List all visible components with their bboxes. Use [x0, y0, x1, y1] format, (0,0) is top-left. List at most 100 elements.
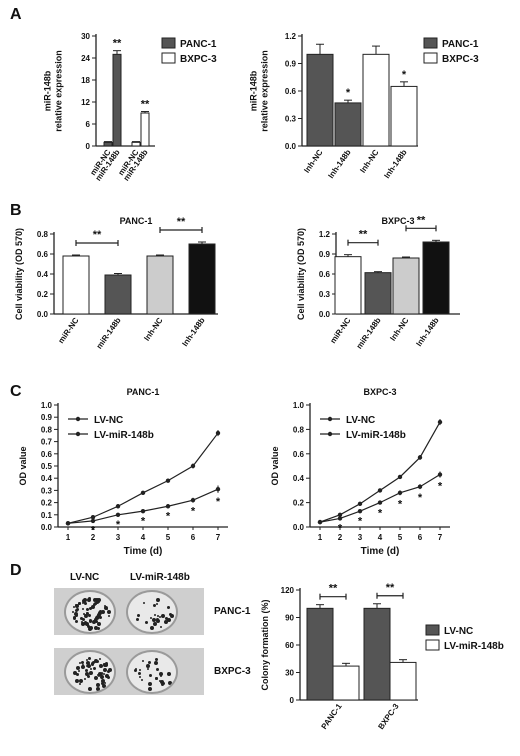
chart-a1-ytick-label-2: 12: [81, 98, 90, 107]
chart-d2-legend-swatch-0: [425, 624, 440, 636]
colony-dot: [155, 667, 159, 671]
chart-c1-ytick-label-7: 0.7: [41, 438, 53, 447]
colony-dot: [92, 598, 97, 603]
colony-dot: [77, 601, 81, 605]
colony-dot: [81, 621, 86, 626]
colony-dot: [99, 663, 104, 668]
chart-b2-bar-2: [392, 257, 420, 315]
chart-d2-sig-1: **: [386, 582, 395, 594]
chart-a2-ytick-label-4: 1.2: [285, 32, 297, 41]
colony-dot: [107, 610, 112, 615]
chart-b1-ylabel-0: Cell viability (OD 570): [14, 228, 24, 320]
colony-dot: [75, 679, 80, 684]
chart-c1-series-1-point-0: [65, 521, 71, 526]
chart-b1-xcat-0: miR-NC: [56, 316, 80, 345]
chart-c1-series-1-point-4: [165, 504, 171, 509]
chart-c1-xtick-label-3: 4: [141, 533, 146, 542]
chart-b1-ytick-label-3: 0.6: [37, 250, 49, 259]
chart-c1-ytick-label-8: 0.8: [41, 425, 53, 434]
chart-a2-bar-3: [390, 85, 418, 147]
colony-dot: [137, 672, 141, 676]
chart-c2-xtick-label-6: 7: [438, 533, 443, 542]
colony-dot: [75, 614, 79, 618]
chart-c1-legend-marker-1: [75, 431, 81, 437]
chart-c1-star-1: *: [91, 525, 96, 537]
colony-dot: [167, 617, 172, 622]
colony-dot: [149, 674, 153, 678]
chart-a2-sig-3: *: [402, 69, 407, 81]
panel-label-a: A: [10, 6, 22, 23]
colony-dot: [93, 675, 98, 680]
chart-b1-bar-3: [188, 243, 216, 315]
chart-b1-ytick-label-1: 0.2: [37, 290, 49, 299]
chart-b2-ytick-label-2: 0.6: [319, 270, 331, 279]
chart-b2-bar-3: [422, 241, 450, 315]
chart-a1-bar-0: [103, 141, 113, 147]
colony-dot: [135, 618, 139, 622]
colony-dot: [141, 659, 144, 662]
colony-dot: [86, 665, 89, 668]
colony-dot: [167, 680, 172, 685]
colony-dot: [81, 664, 84, 667]
chart-c1-star-4: *: [166, 510, 171, 522]
chart-c1-xtick-label-1: 2: [91, 533, 96, 542]
colony-dot: [94, 620, 98, 624]
chart-d2-bar-1-1: [389, 661, 417, 701]
colony-dot: [102, 668, 107, 673]
chart-c1-series-0-point-5: [190, 463, 196, 469]
colony-dot: [87, 687, 92, 692]
colony-dot: [108, 668, 113, 673]
dish-panc-1-lv-nc: [64, 590, 116, 634]
chart-b1-sig-0: **: [93, 229, 102, 241]
chart-d2-xcat-1: BXPC-3: [376, 702, 401, 732]
chart-c1-star-3: *: [141, 515, 146, 527]
colony-dot: [92, 666, 96, 670]
chart-b2-xcat-1: miR-148b: [355, 316, 383, 351]
colony-dot: [97, 601, 100, 604]
chart-a2-legend-label-1: BXPC-3: [442, 54, 479, 65]
chart-c1-ytick-label-9: 0.9: [41, 413, 53, 422]
chart-c2-series-1-point-4: [397, 490, 403, 496]
chart-b2-ylabel-0: Cell viability (OD 570): [296, 228, 306, 320]
chart-c1-xlabel: Time (d): [124, 546, 163, 557]
colony-dot: [101, 672, 104, 675]
chart-c2-star-3: *: [378, 507, 383, 519]
chart-c2-series-0-point-4: [397, 474, 403, 480]
colony-dot: [137, 614, 141, 618]
colony-dot: [73, 612, 78, 617]
colony-dot: [102, 683, 107, 688]
dish-bxpc-3-lv-mir-148b: [126, 650, 178, 694]
colony-dot: [167, 671, 172, 676]
chart-b1-ytick-label-4: 0.8: [37, 230, 49, 239]
colony-dot: [74, 608, 78, 612]
chart-a1-ytick-label-4: 24: [81, 54, 90, 63]
colony-dot: [84, 668, 88, 672]
colony-dot: [88, 618, 92, 622]
chart-c1-series-0-point-2: [115, 504, 121, 509]
chart-c2-ytick-label-5: 1.0: [293, 401, 305, 410]
colony-dot: [104, 606, 109, 611]
chart-d2-ytick-label-2: 60: [285, 641, 294, 650]
chart-b1-bar-1: [104, 274, 132, 315]
chart-c2-xtick-label-3: 4: [378, 533, 383, 542]
chart-b2-ytick-label-1: 0.3: [319, 290, 331, 299]
colony-dot: [88, 671, 93, 676]
colony-dot: [150, 625, 155, 630]
panel-label-d: D: [10, 562, 22, 579]
colony-dot: [164, 617, 168, 621]
chart-a1-ytick-label-1: 6: [86, 120, 91, 129]
colony-dot: [146, 667, 149, 670]
colony-dot: [98, 615, 102, 619]
chart-a2-ytick-label-1: 0.3: [285, 115, 297, 124]
chart-c1-star-2: *: [116, 519, 121, 531]
chart-c1-series-0-point-3: [140, 490, 146, 496]
chart-c2-ytick-label-4: 0.8: [293, 425, 305, 434]
chart-c2-star-4: *: [398, 498, 403, 510]
dish-panc-1-lv-mir-148b: [126, 590, 178, 634]
colony-dot: [106, 676, 110, 680]
colony-dot: [81, 618, 85, 622]
chart-a2-bar-1: [334, 102, 362, 147]
chart-c2-ytick-label-3: 0.6: [293, 450, 305, 459]
colony-dot: [134, 669, 138, 673]
chart-b2-xcat-2: Inh-NC: [388, 316, 411, 343]
